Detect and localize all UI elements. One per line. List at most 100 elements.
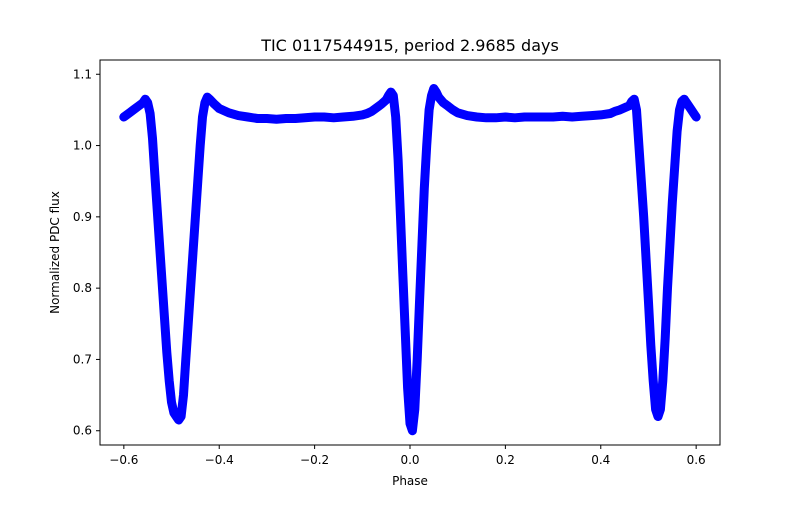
data-point (502, 113, 509, 121)
data-point (650, 377, 657, 384)
data-point (368, 108, 375, 115)
data-point (423, 142, 430, 149)
data-point (340, 113, 347, 121)
data-point (421, 185, 428, 192)
data-point (671, 163, 678, 171)
data-point (158, 277, 166, 285)
data-point (440, 99, 447, 107)
x-tick-label: −0.4 (205, 453, 234, 467)
data-point (192, 213, 199, 221)
data-point (559, 113, 566, 120)
data-point (621, 104, 628, 112)
y-tick-label: 0.8 (73, 281, 92, 295)
data-point (151, 170, 158, 178)
data-point (197, 142, 204, 149)
data-point (390, 92, 397, 99)
data-point (282, 115, 290, 122)
data-point (659, 377, 666, 384)
y-tick-label: 0.7 (73, 352, 92, 366)
data-point (163, 349, 170, 356)
data-point (540, 113, 547, 121)
data-point (321, 113, 328, 121)
data-point (397, 213, 404, 221)
chart-title: TIC 0117544915, period 2.9685 days (260, 36, 559, 55)
data-point (120, 113, 128, 121)
x-axis: −0.6 −0.4 −0.2 0.0 0.2 0.4 0.6 (109, 445, 706, 467)
data-point (263, 115, 271, 122)
data-point (449, 106, 457, 114)
data-point (359, 111, 366, 119)
plot-area (119, 84, 701, 436)
data-point (418, 242, 426, 249)
y-axis: 0.6 0.7 0.8 0.9 1.0 1.1 (73, 67, 100, 438)
data-point (411, 406, 418, 413)
data-point (597, 111, 604, 119)
data-point (154, 206, 161, 213)
x-tick-label: −0.6 (109, 453, 138, 467)
data-point (135, 103, 142, 110)
x-tick-label: 0.6 (687, 453, 706, 467)
data-point (311, 113, 318, 121)
data-point (631, 96, 638, 103)
data-point (530, 113, 538, 121)
data-point (144, 99, 151, 107)
y-tick-label: 1.0 (73, 139, 92, 153)
data-point (645, 299, 652, 306)
data-point (161, 313, 168, 320)
data-point (301, 114, 309, 122)
y-tick-label: 1.1 (73, 67, 92, 81)
data-point (652, 406, 659, 413)
data-point (454, 109, 461, 117)
data-point (399, 270, 406, 278)
data-point (433, 88, 440, 96)
data-point (156, 242, 163, 249)
data-point (292, 115, 299, 122)
data-point (647, 342, 654, 349)
data-point (166, 377, 173, 384)
data-point (492, 114, 499, 122)
data-point (666, 242, 674, 249)
data-point (392, 113, 399, 121)
data-point (244, 113, 251, 121)
data-point (177, 413, 185, 420)
data-point (483, 114, 490, 122)
data-point (189, 249, 197, 256)
data-point (394, 156, 402, 163)
data-point (588, 112, 595, 119)
data-point (673, 128, 681, 135)
data-point (402, 327, 409, 335)
data-point (378, 101, 385, 108)
data-point (146, 110, 154, 117)
data-point (206, 96, 213, 103)
data-point (416, 299, 423, 306)
x-tick-label: 0.0 (400, 453, 419, 467)
data-point (273, 116, 280, 123)
data-point (406, 420, 414, 427)
data-point (642, 256, 650, 263)
data-point (633, 106, 640, 114)
data-point (216, 105, 223, 112)
x-tick-label: −0.2 (300, 453, 329, 467)
data-point (607, 110, 614, 117)
data-point (578, 113, 585, 120)
data-point (201, 99, 209, 107)
y-tick-label: 0.6 (73, 424, 92, 438)
data-point (445, 103, 452, 110)
data-point (187, 284, 194, 292)
data-point (569, 113, 576, 121)
axes-frame (99, 59, 721, 446)
data-point (180, 391, 187, 399)
data-point (404, 384, 411, 392)
data-point (616, 106, 623, 114)
data-point (657, 406, 664, 413)
data-point (349, 113, 356, 120)
data-point (185, 320, 192, 327)
data-point (149, 135, 156, 142)
data-point (211, 101, 218, 108)
x-axis-label: Phase (392, 474, 428, 488)
data-point (225, 109, 232, 117)
data-point (199, 113, 206, 121)
data-point (130, 106, 137, 114)
